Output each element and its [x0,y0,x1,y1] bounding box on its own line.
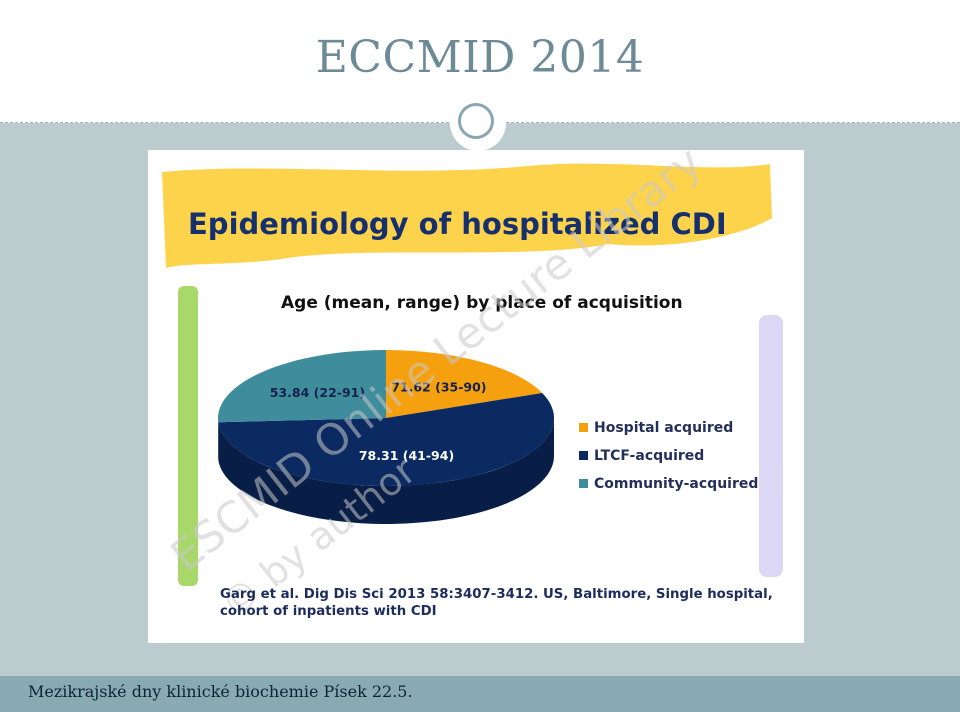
legend-swatch-0 [579,423,588,432]
chart-legend: Hospital acquired LTCF-acquired Community-… [579,420,758,492]
legend-label-2: Community-acquired [594,476,758,492]
right-accent-bar [759,315,783,577]
pie-slice-2 [218,350,386,423]
footer-text: Mezikrajské dny klinické biochemie Písek… [28,682,413,701]
pie-label-1: 78.31 (41-94) [359,448,454,463]
legend-label-0: Hospital acquired [594,420,733,436]
pie-label-0: 71.62 (35-90) [391,380,486,395]
pie-slice-1 [218,392,554,486]
citation-line-1: Garg et al. Dig Dis Sci 2013 58:3407-341… [220,587,773,602]
heading-banner [162,163,772,268]
citation-line-2: cohort of inpatients with CDI [220,604,437,619]
left-accent-bar [178,286,198,586]
slide-image-svg: Epidemiology of hospitalized CDI Age (me… [162,150,783,627]
footer-bar [0,676,960,712]
ring-decoration-icon [450,95,506,151]
legend-swatch-1 [579,451,588,460]
slide-image: Epidemiology of hospitalized CDI Age (me… [148,150,804,643]
pie-slice-0 [386,350,543,418]
pie-chart: 71.62 (35-90) 78.31 (41-94) 53.84 (22-91) [218,350,554,524]
legend-swatch-2 [579,479,588,488]
legend-label-1: LTCF-acquired [594,448,704,464]
heading-text: Epidemiology of hospitalized CDI [188,207,727,241]
chart-title: Age (mean, range) by place of acquisitio… [281,293,683,313]
pie-label-2: 53.84 (22-91) [270,385,365,400]
pie-side-1 [218,418,554,524]
slide-title: ECCMID 2014 [315,32,645,83]
